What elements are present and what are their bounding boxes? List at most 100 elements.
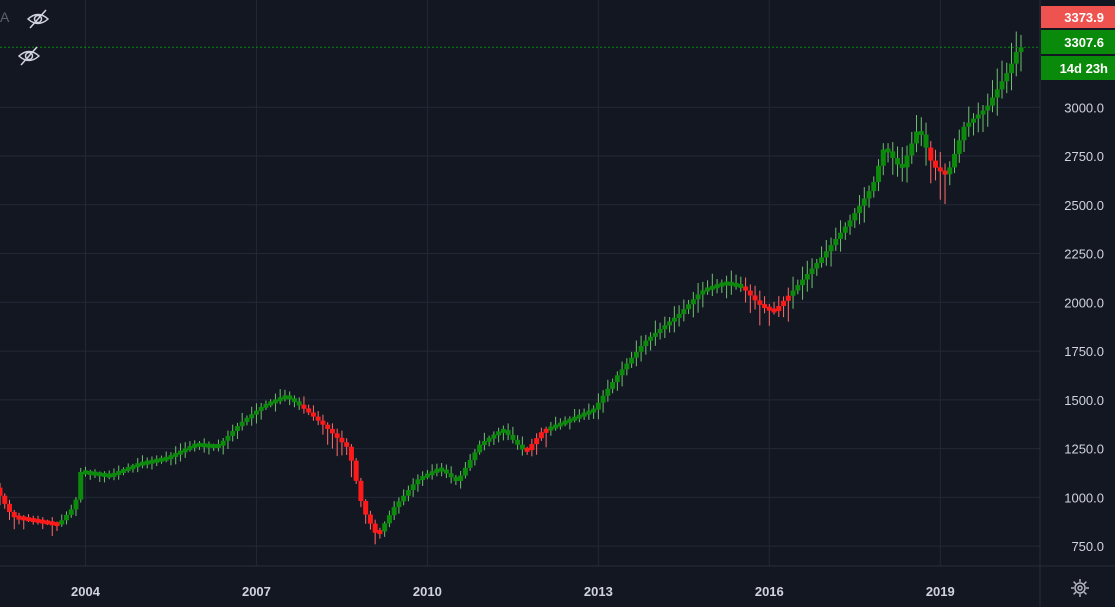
candle-body bbox=[638, 345, 644, 352]
y-tick-label: 1750.0 bbox=[1064, 344, 1104, 359]
chart-grid bbox=[0, 0, 1040, 566]
eye-off-icon[interactable] bbox=[26, 9, 50, 29]
gear-icon[interactable] bbox=[1071, 579, 1089, 597]
candle-body bbox=[405, 490, 411, 496]
candle-body bbox=[676, 313, 682, 318]
candle-body bbox=[87, 470, 93, 475]
candle-body bbox=[624, 363, 630, 370]
candle-body bbox=[220, 440, 226, 446]
x-tick-label: 2010 bbox=[413, 584, 442, 599]
candle-body bbox=[168, 455, 174, 460]
candle-body bbox=[961, 126, 967, 141]
x-tick-label: 2019 bbox=[926, 584, 955, 599]
candle-body bbox=[610, 381, 616, 389]
candle-body bbox=[966, 122, 972, 127]
candle-body bbox=[163, 456, 169, 461]
candle-body bbox=[125, 467, 131, 472]
candle-body bbox=[700, 290, 706, 295]
candle-body bbox=[985, 105, 991, 111]
candle-body bbox=[776, 305, 782, 312]
candle-body bbox=[947, 167, 953, 175]
candle-body bbox=[277, 397, 283, 402]
candle-body bbox=[567, 418, 573, 423]
candle-body bbox=[59, 520, 65, 525]
candle-body bbox=[116, 470, 122, 475]
candle-body bbox=[16, 515, 22, 520]
candle-body bbox=[819, 257, 825, 263]
candle-body bbox=[980, 110, 986, 115]
candle-body bbox=[914, 131, 920, 144]
candle-body bbox=[681, 309, 687, 315]
candle-body bbox=[382, 523, 388, 532]
y-tick-label: 3000.0 bbox=[1064, 100, 1104, 115]
x-tick-label: 2004 bbox=[71, 584, 101, 599]
candle-body bbox=[230, 431, 236, 436]
candle-body bbox=[353, 460, 359, 481]
candle-body bbox=[372, 523, 378, 533]
candle-body bbox=[82, 470, 88, 475]
candle-body bbox=[291, 398, 297, 403]
candle-body bbox=[287, 395, 293, 400]
candle-body bbox=[643, 340, 649, 346]
candle-body bbox=[92, 471, 98, 476]
candle-body bbox=[781, 300, 787, 306]
candle-body bbox=[548, 426, 554, 431]
candle-body bbox=[534, 438, 540, 445]
candle-body bbox=[557, 422, 563, 427]
candle-body bbox=[757, 300, 763, 305]
candle-body bbox=[453, 477, 459, 482]
candle-body bbox=[315, 416, 321, 421]
candle-body bbox=[320, 420, 326, 425]
candle-body bbox=[1018, 47, 1024, 52]
candle-body bbox=[1009, 63, 1015, 74]
candle-body bbox=[25, 517, 31, 522]
candle-body bbox=[904, 155, 910, 168]
bar-countdown-badge: 14d 23h bbox=[1041, 56, 1115, 80]
candle-body bbox=[486, 437, 492, 442]
x-tick-label: 2013 bbox=[584, 584, 613, 599]
candle-body bbox=[952, 153, 958, 168]
candle-body bbox=[861, 198, 867, 206]
candle-body bbox=[576, 414, 582, 419]
candle-body bbox=[196, 442, 202, 447]
candle-body bbox=[880, 149, 886, 166]
candle-body bbox=[752, 295, 758, 301]
candle-body bbox=[662, 325, 668, 330]
candle-body bbox=[225, 435, 231, 441]
candle-body bbox=[139, 461, 145, 466]
candle-body bbox=[410, 484, 416, 491]
candle-body bbox=[268, 401, 274, 406]
candle-body bbox=[747, 290, 753, 296]
candle-body bbox=[648, 336, 654, 341]
candle-body bbox=[823, 251, 829, 258]
candle-body bbox=[325, 424, 331, 429]
candle-body bbox=[785, 295, 791, 301]
candle-body bbox=[263, 403, 269, 408]
candle-body bbox=[771, 308, 777, 313]
candle-body bbox=[415, 479, 421, 485]
candle-body bbox=[434, 468, 440, 473]
candle-body bbox=[553, 424, 559, 429]
candle-body bbox=[439, 467, 445, 472]
candle-body bbox=[928, 147, 934, 161]
candle-body bbox=[344, 442, 350, 447]
candle-body bbox=[467, 460, 473, 468]
candle-body bbox=[667, 321, 673, 326]
candle-body bbox=[21, 516, 27, 521]
candle-body bbox=[719, 282, 725, 287]
x-tick-label: 2016 bbox=[755, 584, 784, 599]
candle-body bbox=[448, 473, 454, 478]
candle-body bbox=[895, 157, 901, 165]
candle-body bbox=[505, 430, 511, 435]
last-price-badge: 3307.6 bbox=[1041, 30, 1115, 54]
y-tick-label: 2500.0 bbox=[1064, 198, 1104, 213]
eye-off-icon[interactable] bbox=[17, 46, 41, 66]
y-tick-label: 1250.0 bbox=[1064, 442, 1104, 457]
svg-text:14d 23h: 14d 23h bbox=[1060, 61, 1108, 76]
candle-body bbox=[686, 304, 692, 310]
candle-body bbox=[201, 443, 207, 448]
symbol-label-fragment: A bbox=[0, 9, 10, 25]
candle-body bbox=[1013, 51, 1019, 64]
candle-body bbox=[1004, 73, 1010, 82]
